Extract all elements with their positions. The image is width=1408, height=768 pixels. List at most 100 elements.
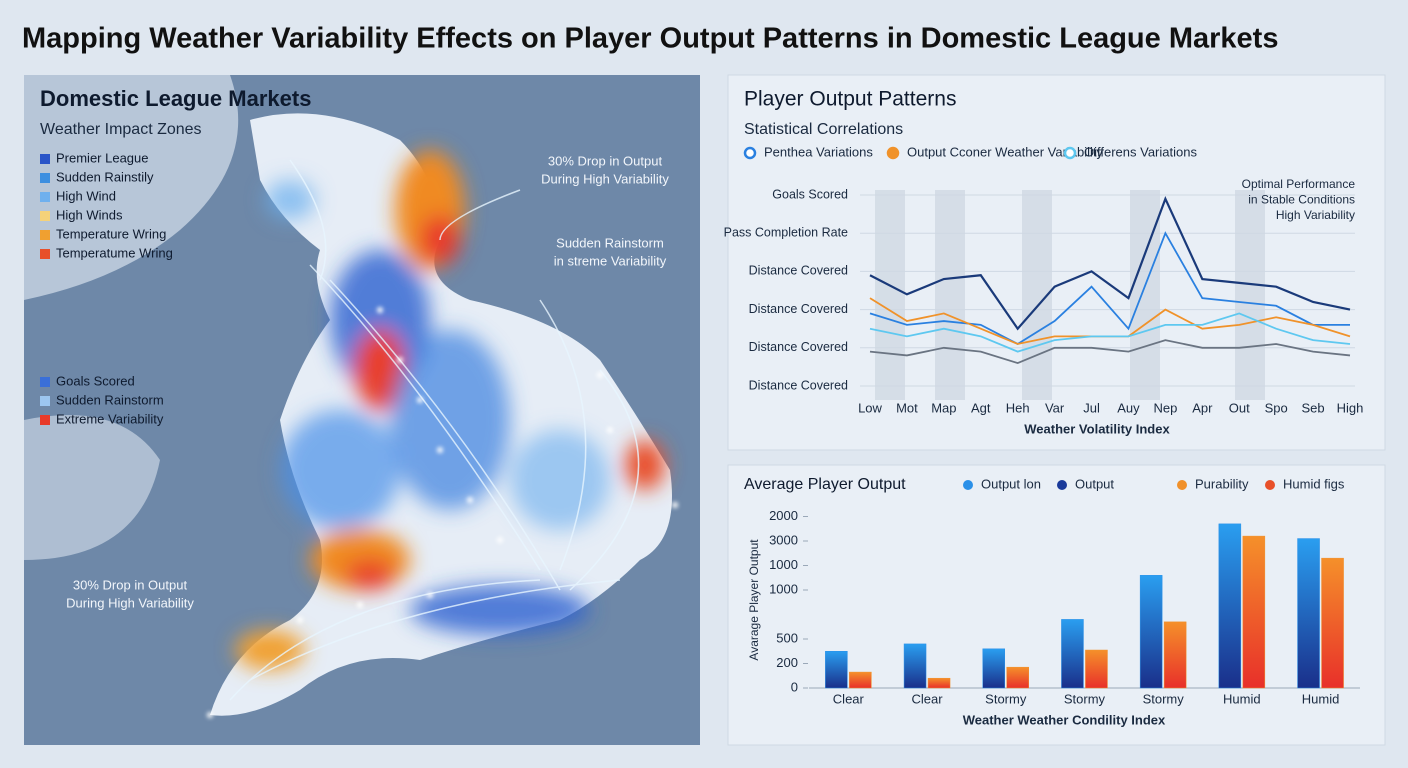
bar — [1006, 666, 1029, 689]
y-tick-label: Distance Covered — [749, 264, 848, 278]
bar-panel — [727, 464, 1386, 746]
x-tick-label: Stormy — [985, 691, 1027, 706]
bar — [1085, 649, 1108, 689]
map-annotation: in streme Variability — [554, 253, 667, 268]
legend-label: Purability — [1195, 476, 1249, 491]
x-tick-label: Stormy — [1064, 691, 1106, 706]
legend-swatch — [40, 211, 50, 221]
legend-label: Extreme Variability — [56, 411, 164, 426]
chart-title: Average Player Output — [744, 476, 906, 493]
legend-marker — [1177, 480, 1187, 490]
bar — [1218, 523, 1242, 689]
legend-label: Humid figs — [1283, 476, 1345, 491]
legend-swatch — [40, 396, 50, 406]
legend-label: Temperatume Wring — [56, 245, 173, 260]
page-title: Mapping Weather Variability Effects on P… — [22, 23, 1278, 55]
bar — [1242, 535, 1266, 689]
x-axis-label: Weather Weather Condility Index — [963, 712, 1166, 727]
x-tick-label: Var — [1045, 400, 1065, 415]
legend-marker — [1265, 480, 1275, 490]
map-annotation: 30% Drop in Output — [548, 153, 663, 168]
chart-subtitle: Statistical Correlations — [744, 121, 903, 138]
y-tick-label: 200 — [776, 655, 798, 670]
legend-swatch — [40, 377, 50, 387]
y-tick-label: 2000 — [769, 508, 798, 523]
y-tick-label: Distance Covered — [749, 340, 848, 354]
x-tick-label: Spo — [1265, 400, 1288, 415]
x-tick-label: Auy — [1117, 400, 1140, 415]
legend-label: Goals Scored — [56, 373, 135, 388]
y-tick-label: Pass Completion Rate — [724, 225, 848, 239]
legend-label: Penthea Variations — [764, 144, 873, 159]
x-tick-label: Humid — [1302, 691, 1340, 706]
legend-swatch — [40, 192, 50, 202]
line-panel — [727, 74, 1386, 451]
bar — [927, 677, 951, 689]
bar — [1297, 538, 1320, 689]
legend-label: Output lon — [981, 476, 1041, 491]
flow-dots — [207, 307, 678, 718]
x-axis-label: Weather Volatility Index — [1024, 421, 1170, 436]
land — [24, 415, 160, 560]
x-tick-label: Humid — [1223, 691, 1261, 706]
map-annotation: During High Variability — [66, 595, 194, 610]
annotation: Optimal Performance — [1242, 177, 1356, 191]
y-tick-label: 1000 — [769, 581, 798, 596]
x-tick-label: Out — [1229, 400, 1250, 415]
legend-label: Oifferens Variations — [1084, 144, 1197, 159]
map-annotation: Sudden Rainstorm — [556, 235, 664, 250]
y-axis-label: Avarage Player Output — [747, 539, 761, 661]
annotation: High Variability — [1276, 208, 1355, 222]
x-tick-label: Low — [858, 400, 882, 415]
x-tick-label: High — [1337, 400, 1364, 415]
annotation: in Stable Conditions — [1248, 193, 1355, 207]
bar — [849, 671, 872, 689]
legend-label: Sudden Rainstily — [56, 169, 154, 184]
legend-swatch — [40, 249, 50, 259]
bar — [1061, 619, 1084, 689]
bar — [1163, 621, 1187, 689]
bar — [903, 643, 927, 689]
x-tick-label: Apr — [1192, 400, 1213, 415]
map-annotation: 30% Drop in Output — [73, 577, 188, 592]
x-tick-label: Jul — [1083, 400, 1100, 415]
chart-title: Player Output Patterns — [744, 88, 956, 111]
legend-marker — [1057, 480, 1067, 490]
legend-label: Sudden Rainstorm — [56, 392, 164, 407]
legend-marker — [963, 480, 973, 490]
legend-label: Output — [1075, 476, 1114, 491]
x-tick-label: Mot — [896, 400, 918, 415]
x-tick-label: Nep — [1153, 400, 1177, 415]
x-tick-label: Clear — [833, 691, 865, 706]
y-tick-label: Goals Scored — [772, 187, 848, 201]
legend-marker — [743, 146, 757, 160]
legend-swatch — [40, 173, 50, 183]
line-series — [869, 339, 1351, 365]
legend-marker — [1063, 146, 1077, 160]
heat-map — [235, 150, 665, 670]
x-tick-label: Map — [931, 400, 956, 415]
bar — [982, 648, 1005, 689]
legend-label: Premier League — [56, 150, 149, 165]
x-tick-label: Agt — [971, 400, 991, 415]
legend-label: Temperature Wring — [56, 226, 166, 241]
map-annotation: During High Variability — [541, 171, 669, 186]
y-tick-label: 0 — [791, 679, 798, 694]
map-title: Domestic League Markets — [40, 86, 311, 111]
legend-swatch — [40, 154, 50, 164]
x-tick-label: Stormy — [1143, 691, 1185, 706]
line-series — [869, 195, 1351, 331]
legend-label: Output Cconer Weather Variability — [907, 144, 1104, 159]
y-tick-label: Distance Covered — [749, 378, 848, 392]
line-series — [869, 312, 1351, 353]
x-tick-label: Heh — [1006, 400, 1030, 415]
y-tick-label: 1000 — [769, 557, 798, 572]
x-tick-label: Clear — [912, 691, 944, 706]
land — [24, 75, 239, 300]
line-series — [869, 231, 1350, 346]
y-tick-label: 3000 — [769, 532, 798, 547]
map-subtitle: Weather Impact Zones — [40, 121, 202, 138]
legend-label: High Wind — [56, 188, 116, 203]
x-tick-label: Seb — [1302, 400, 1325, 415]
